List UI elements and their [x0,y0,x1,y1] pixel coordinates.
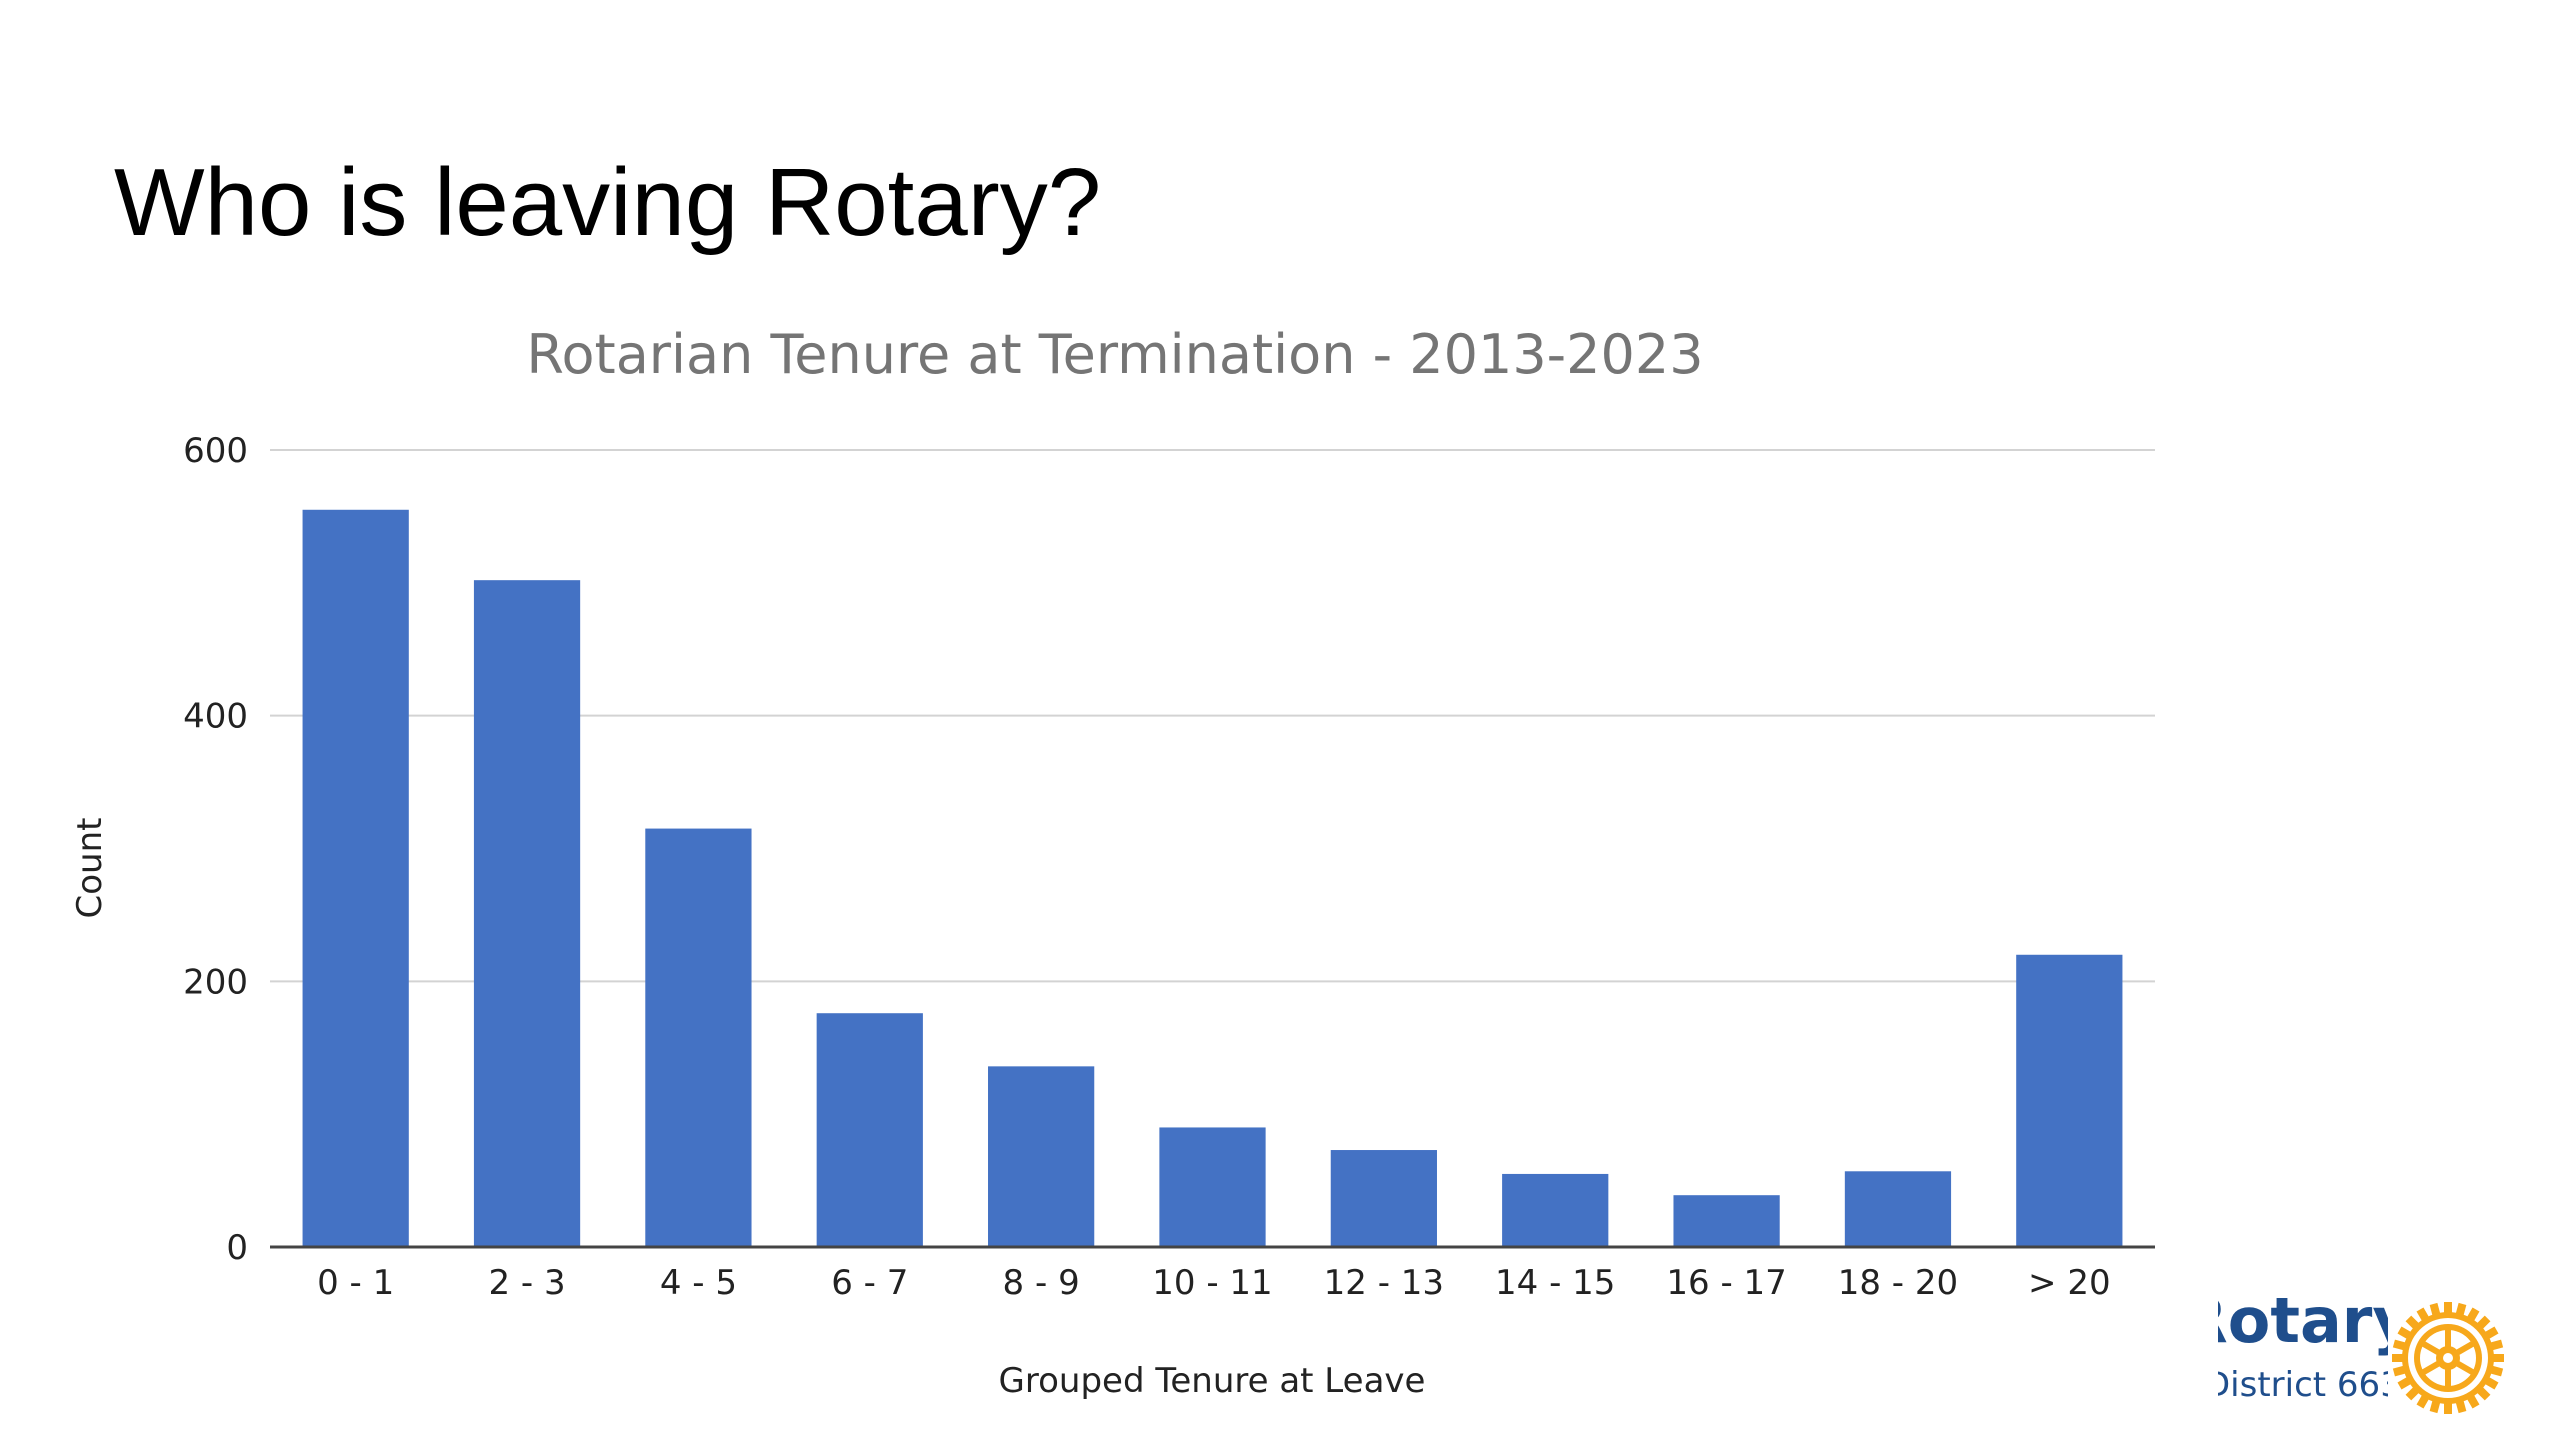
bar-2 [645,828,752,1247]
x-tick-labels: 0 - 1 2 - 3 4 - 5 6 - 7 8 - 9 10 - 11 12 - 13 1… [317,1263,2110,1303]
x-tick-label: > 20 [2028,1263,2111,1303]
y-tick-label: 600 [183,431,248,471]
bar-5 [1159,1127,1266,1247]
logo-district-label: District 6630 [2218,1365,2388,1405]
y-tick-label: 200 [183,962,248,1002]
x-tick-label: 14 - 15 [1495,1263,1615,1303]
y-tick-label: 400 [183,697,248,737]
rotary-wheel-icon [2392,1302,2504,1414]
bar-0 [302,509,409,1247]
bar-7 [1502,1173,1609,1247]
bars [302,509,2123,1247]
bar-1 [473,580,581,1247]
bar-9 [1844,1171,1952,1247]
gridlines [270,449,2155,983]
x-tick-label: 12 - 13 [1324,1263,1444,1303]
bar-4 [988,1066,1095,1247]
slide-title: Who is leaving Rotary? [114,149,1102,256]
logo-wordmark: Rotary [2218,1290,2388,1357]
x-tick-label: 8 - 9 [1003,1263,1080,1303]
x-tick-label: 18 - 20 [1838,1263,1958,1303]
x-tick-label: 16 - 17 [1666,1263,1786,1303]
x-tick-label: 10 - 11 [1152,1263,1272,1303]
x-axis-label: Grouped Tenure at Leave [999,1361,1426,1401]
y-tick-labels: 0 200 400 600 [183,431,248,1268]
y-axis-label: Count [70,818,110,919]
x-tick-label: 2 - 3 [488,1263,565,1303]
bar-8 [1673,1195,1780,1247]
rotary-logo-text: Rotary District 6630 [2218,1290,2388,1430]
y-tick-label: 0 [226,1228,248,1268]
bar-6 [1330,1150,1437,1247]
bar-3 [816,1013,923,1247]
x-tick-label: 0 - 1 [317,1263,394,1303]
x-tick-label: 6 - 7 [831,1263,908,1303]
x-tick-label: 4 - 5 [660,1263,737,1303]
chart-title: Rotarian Tenure at Termination - 2013-20… [526,323,1703,386]
bar-10 [2016,954,2123,1247]
